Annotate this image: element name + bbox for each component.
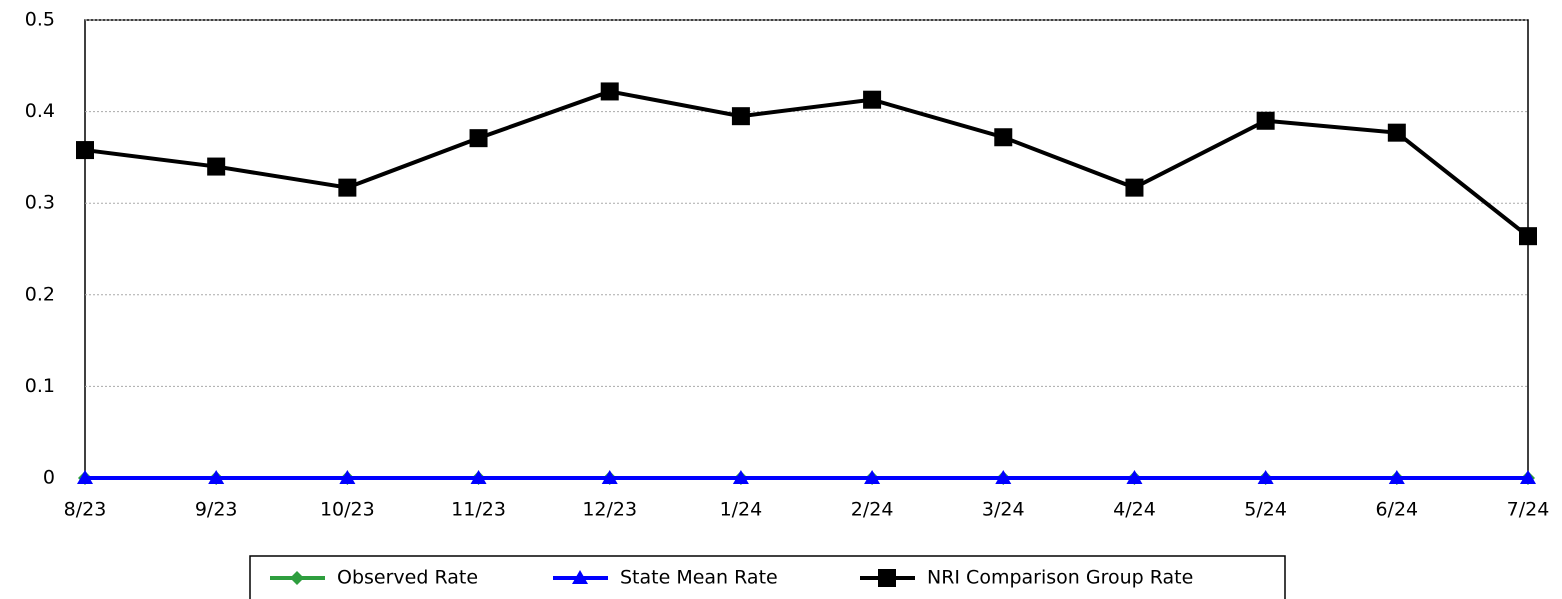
- point-marker: [864, 470, 881, 484]
- legend-label: Observed Rate: [337, 567, 478, 589]
- legend-box: [249, 555, 1286, 599]
- y-tick-label: 0.1: [25, 375, 55, 397]
- x-tick-label: 8/23: [64, 499, 107, 521]
- y-tick-label: 0.2: [25, 283, 55, 305]
- point-marker: [732, 470, 749, 484]
- point-marker: [1519, 227, 1537, 246]
- legend-marker: [572, 570, 588, 584]
- x-tick-label: 5/24: [1244, 499, 1287, 521]
- x-tick-label: 2/24: [851, 499, 894, 521]
- point-marker: [338, 178, 357, 197]
- point-marker: [994, 128, 1013, 147]
- point-marker: [1257, 470, 1274, 484]
- point-marker: [470, 470, 487, 484]
- x-tick-label: 4/24: [1113, 499, 1156, 521]
- plot-border: [84, 19, 1529, 479]
- point-marker: [1125, 178, 1144, 197]
- point-marker: [208, 470, 225, 484]
- y-tick-label: 0: [43, 467, 55, 489]
- legend-marker: [290, 571, 304, 585]
- point-marker: [1520, 470, 1536, 484]
- x-tick-label: 11/23: [451, 499, 506, 521]
- legend-label: NRI Comparison Group Rate: [927, 567, 1193, 589]
- legend-label: State Mean Rate: [620, 567, 778, 589]
- point-marker: [339, 470, 356, 484]
- point-marker: [600, 82, 619, 101]
- x-tick-label: 3/24: [982, 499, 1025, 521]
- point-marker: [1256, 111, 1275, 130]
- x-tick-label: 9/23: [195, 499, 238, 521]
- point-marker: [77, 470, 93, 484]
- point-marker: [1387, 123, 1406, 142]
- y-tick-label: 0.4: [25, 100, 55, 122]
- point-marker: [1126, 470, 1143, 484]
- point-marker: [469, 129, 488, 148]
- point-marker: [76, 141, 94, 160]
- point-marker: [863, 90, 882, 109]
- y-tick-label: 0.3: [25, 192, 55, 214]
- x-tick-label: 7/24: [1507, 499, 1550, 521]
- point-marker: [207, 157, 226, 176]
- y-tick-label: 0.5: [25, 9, 55, 31]
- point-marker: [995, 470, 1012, 484]
- legend-marker: [878, 569, 896, 587]
- x-tick-label: 1/24: [720, 499, 763, 521]
- x-tick-label: 12/23: [582, 499, 637, 521]
- x-tick-label: 6/24: [1375, 499, 1418, 521]
- x-tick-label: 10/23: [320, 499, 375, 521]
- series-line: [84, 89, 1530, 238]
- point-marker: [601, 470, 618, 484]
- point-marker: [731, 107, 750, 126]
- point-marker: [1388, 470, 1405, 484]
